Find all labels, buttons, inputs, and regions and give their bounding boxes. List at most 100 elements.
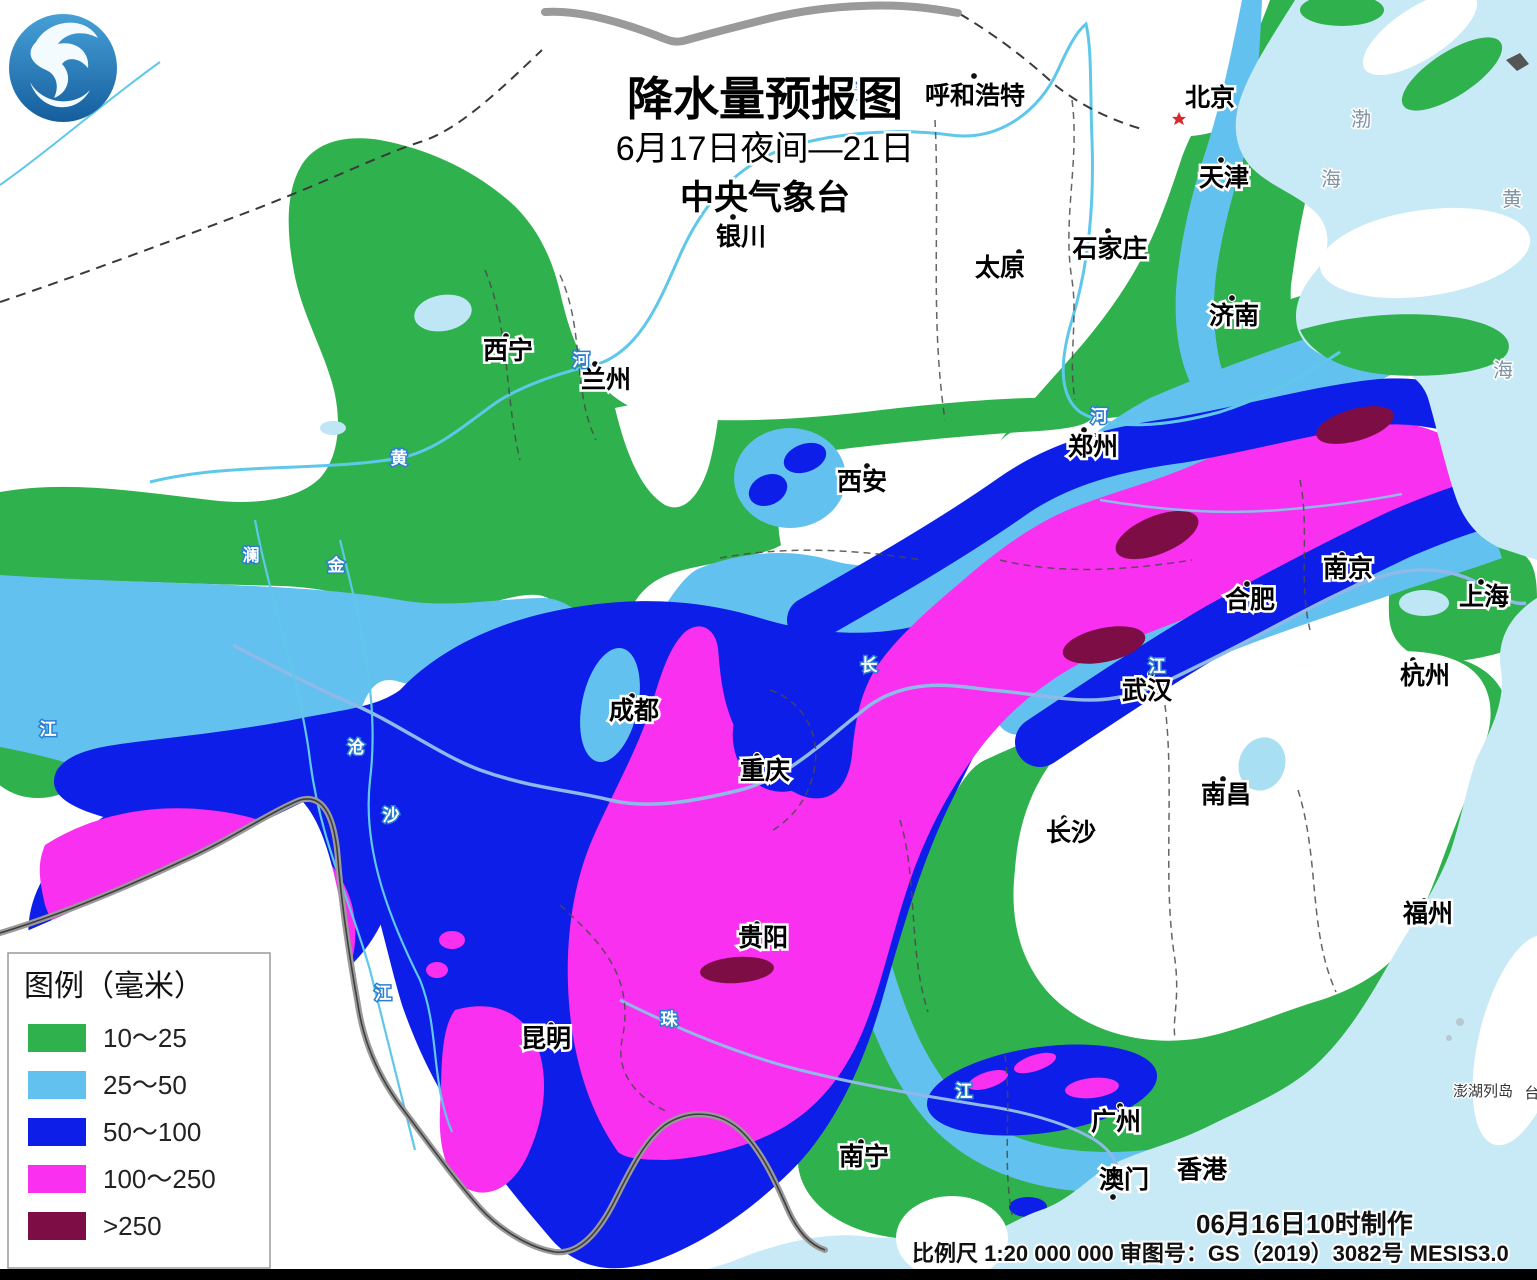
city-label: 南昌 bbox=[1201, 781, 1251, 809]
city-markers bbox=[501, 71, 1486, 1202]
map-period: 6月17日夜间—21日 bbox=[616, 130, 915, 168]
river-label: 河 bbox=[1091, 407, 1108, 426]
city-label: 郑州 bbox=[1068, 433, 1118, 461]
huai-river bbox=[1099, 492, 1403, 514]
nw-river bbox=[0, 61, 161, 186]
city-label: 香港 bbox=[1177, 1155, 1228, 1184]
river-label: 黄 bbox=[844, 82, 861, 102]
legend-label: >250 bbox=[103, 1211, 162, 1241]
city-label: 广州 bbox=[1091, 1107, 1141, 1136]
city-label: 澳门 bbox=[1099, 1165, 1149, 1194]
top-coast-green bbox=[1300, 0, 1384, 26]
rain-blob-blue-small bbox=[732, 442, 1158, 1217]
produced-at-text: 06月16日10时制作 bbox=[1196, 1209, 1413, 1239]
city-label: 银川 bbox=[716, 223, 766, 251]
island-label: 台 bbox=[1524, 1085, 1537, 1102]
penghu-islets bbox=[1456, 1018, 1464, 1026]
river-label: 河 bbox=[573, 351, 590, 370]
river-label: 江 bbox=[40, 720, 57, 739]
island-label: 澎湖列岛 bbox=[1453, 1083, 1513, 1100]
sea-label: 黄 bbox=[1502, 188, 1522, 211]
map-title: 降水量预报图 bbox=[627, 73, 903, 125]
city-label: 南宁 bbox=[839, 1142, 889, 1171]
rain-band-blue-strokes bbox=[787, 378, 1533, 767]
legend-label: 10～25 bbox=[103, 1023, 187, 1053]
legend-swatch-magenta bbox=[28, 1165, 86, 1193]
sw-border-core bbox=[0, 798, 826, 1253]
dry-zone-white bbox=[615, 53, 1491, 1041]
rivers-layer bbox=[0, 21, 1527, 1173]
logo-swirl-icon bbox=[30, 22, 98, 99]
legend-swatch-lightblue bbox=[28, 1071, 86, 1099]
city-label: 上海 bbox=[1459, 582, 1509, 611]
river-label: 澜 bbox=[243, 545, 260, 565]
city-label: 西安 bbox=[837, 467, 887, 496]
footer-block: 06月16日10时制作 比例尺 1:20 000 000 审图号：GS（2019… bbox=[910, 1207, 1511, 1268]
liaodong-peninsula bbox=[1362, 0, 1478, 76]
lancang-river bbox=[253, 519, 417, 1151]
country-borders bbox=[0, 1, 1529, 1256]
city-label: 武汉 bbox=[1122, 677, 1173, 705]
sea-label: 渤 bbox=[1351, 108, 1371, 131]
river-label: 江 bbox=[1149, 657, 1166, 676]
title-block: 降水量预报图 6月17日夜间—21日 中央气象台 bbox=[613, 70, 917, 220]
province-boundaries bbox=[484, 99, 1337, 1216]
city-label: 北京 bbox=[1185, 83, 1235, 112]
penghu-islets-2 bbox=[1446, 1035, 1452, 1041]
city-label: 昆明 bbox=[521, 1025, 571, 1053]
rain-spots-magenta-coastal bbox=[967, 1052, 1119, 1099]
city-label: 天津 bbox=[1199, 164, 1249, 192]
rain-zone-maroon-250plus bbox=[700, 406, 1394, 984]
legend-title: 图例（毫米） bbox=[24, 970, 204, 1003]
river-label: 长 bbox=[861, 655, 879, 675]
city-label: 南京 bbox=[1323, 554, 1373, 583]
legend-swatch-green bbox=[28, 1024, 86, 1052]
map-agency: 中央气象台 bbox=[680, 179, 850, 217]
mongolia-border-dashed bbox=[0, 13, 1146, 303]
pearl-river bbox=[619, 998, 1121, 1173]
hainan-island bbox=[896, 1196, 1008, 1280]
yellow-river bbox=[149, 21, 1341, 484]
river-label: 沙 bbox=[383, 806, 400, 825]
city-label: 合肥 bbox=[1225, 585, 1275, 614]
sea-south-east bbox=[705, 598, 1537, 1270]
liaodong-green bbox=[1401, 37, 1503, 111]
city-label: 杭州 bbox=[1400, 661, 1450, 690]
sea-label: 海 bbox=[1493, 359, 1513, 382]
city-label: 贵阳 bbox=[738, 924, 788, 952]
lakes-and-lightblue-accents bbox=[320, 294, 1449, 791]
city-label: 成都 bbox=[609, 697, 659, 725]
legend-label: 100～250 bbox=[103, 1164, 216, 1194]
city-label: 太原 bbox=[975, 254, 1025, 282]
river-label: 江 bbox=[375, 984, 392, 1003]
river-label: 黄 bbox=[391, 448, 408, 468]
city-label: 西宁 bbox=[483, 336, 533, 365]
legend-swatch-maroon bbox=[28, 1212, 86, 1240]
yangtze-river bbox=[232, 568, 1527, 806]
river-label: 沧 bbox=[348, 737, 365, 757]
legend-label: 25～50 bbox=[103, 1070, 187, 1100]
city-label: 济南 bbox=[1209, 301, 1259, 330]
corner-glyph bbox=[1506, 53, 1529, 71]
city-label: 长沙 bbox=[1046, 819, 1096, 847]
city-labels: 呼和浩特 北京 天津 石家庄 太原 银川 济南 西宁 兰州 郑州 西安 南京 合… bbox=[480, 80, 1511, 1197]
city-label: 呼和浩特 bbox=[925, 82, 1025, 110]
legend-swatch-blue bbox=[28, 1118, 86, 1146]
shandong-coast-green bbox=[1300, 314, 1509, 376]
scale-review-text: 比例尺 1:20 000 000 审图号：GS（2019）3082号 MESIS… bbox=[912, 1241, 1509, 1266]
river-label: 金 bbox=[327, 555, 346, 575]
city-label: 石家庄 bbox=[1071, 234, 1147, 263]
taiwan-island bbox=[1472, 934, 1537, 1146]
logo-swirl-tail bbox=[30, 82, 90, 108]
city-label: 兰州 bbox=[581, 365, 631, 394]
river-label: 江 bbox=[956, 1082, 973, 1101]
sea-label: 海 bbox=[1321, 168, 1341, 191]
city-label: 重庆 bbox=[740, 756, 790, 785]
islands-layer bbox=[896, 0, 1537, 1280]
city-label: 福州 bbox=[1402, 900, 1453, 928]
cma-logo bbox=[9, 14, 117, 122]
water-labels: 渤 海 黄 海 黄 河 黄 河 长 江 澜 金 江 沧 沙 江 珠 江 澎湖列岛… bbox=[38, 81, 1537, 1104]
jinsha-river bbox=[338, 539, 454, 1133]
